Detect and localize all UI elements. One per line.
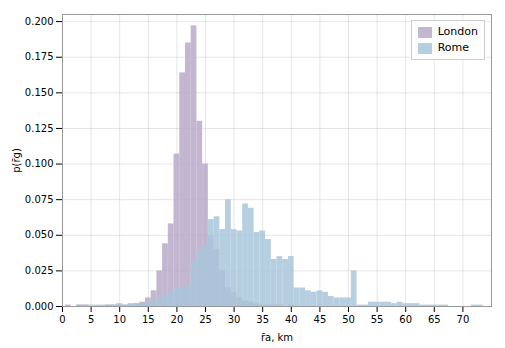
svg-text:65: 65 [428, 314, 441, 325]
svg-text:0.125: 0.125 [25, 123, 54, 134]
svg-text:0.200: 0.200 [25, 16, 54, 27]
html-text:Rome: Rome [437, 41, 469, 54]
svg-text:0.100: 0.100 [25, 158, 54, 169]
svg-text:0.175: 0.175 [25, 51, 54, 62]
svg-text:40: 40 [285, 314, 298, 325]
svg-text:0: 0 [59, 314, 65, 325]
svg-text:20: 20 [171, 314, 184, 325]
svg-text:55: 55 [371, 314, 384, 325]
svg-text:60: 60 [399, 314, 412, 325]
svg-text:p(r̄g): p(r̄g) [11, 148, 22, 173]
svg-text:0.025: 0.025 [25, 265, 54, 276]
svg-text:50: 50 [342, 314, 355, 325]
svg-text:35: 35 [256, 314, 269, 325]
svg-text:10: 10 [113, 314, 126, 325]
svg-text:25: 25 [199, 314, 212, 325]
svg-text:r̄a, km: r̄a, km [261, 332, 293, 343]
svg-text:70: 70 [457, 314, 470, 325]
svg-text:0.000: 0.000 [25, 301, 54, 312]
svg-text:15: 15 [142, 314, 155, 325]
svg-text:30: 30 [228, 314, 241, 325]
svg-text:45: 45 [314, 314, 327, 325]
svg-text:0.150: 0.150 [25, 87, 54, 98]
svg-text:0.050: 0.050 [25, 229, 54, 240]
svg-text:5: 5 [88, 314, 94, 325]
html-text:London: London [437, 25, 478, 38]
svg-text:0.075: 0.075 [25, 194, 54, 205]
